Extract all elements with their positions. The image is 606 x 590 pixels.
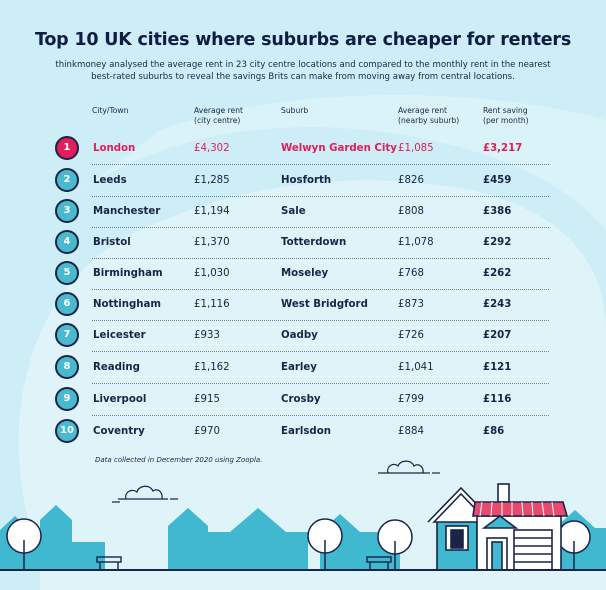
tree-icon: [307, 518, 343, 570]
row-divider: [92, 258, 549, 259]
suburb-rent: £768: [398, 268, 424, 279]
rank-badge: 6: [55, 292, 79, 316]
row-divider: [92, 320, 549, 321]
suburb-name: Earley: [281, 362, 317, 373]
city-rent: £970: [194, 426, 220, 437]
suburb-name: Welwyn Garden City: [281, 143, 397, 154]
suburb-name: Crosby: [281, 394, 321, 405]
table-row: 8 Reading £1,162 Earley £1,041 £121: [0, 355, 606, 381]
table-row: 7 Leicester £933 Oadby £726 £207: [0, 323, 606, 349]
suburb-illustration: [0, 460, 606, 571]
footnote: Data collected in December 2020 using Zo…: [95, 456, 263, 464]
city-rent: £933: [194, 330, 220, 341]
table-row: 6 Nottingham £1,116 West Bridgford £873 …: [0, 292, 606, 318]
subtitle: thinkmoney analysed the average rent in …: [55, 60, 551, 82]
header-suburb-rent: Average rent (nearby suburb): [398, 106, 460, 125]
table-row: 2 Leeds £1,285 Hosforth £826 £459: [0, 168, 606, 194]
header-city-rent: Average rent (city centre): [194, 106, 244, 125]
rank-badge: 7: [55, 323, 79, 347]
row-divider: [92, 415, 549, 416]
rent-saving: £243: [483, 299, 512, 310]
suburb-rent: £1,078: [398, 237, 434, 248]
rent-saving: £121: [483, 362, 512, 373]
rank-badge: 8: [55, 355, 79, 379]
city-rent: £1,116: [194, 299, 230, 310]
city-rent: £4,302: [194, 143, 230, 154]
building-silhouette: [168, 508, 308, 570]
city-name: Manchester: [93, 206, 161, 217]
rent-saving: £459: [483, 175, 512, 186]
row-divider: [92, 164, 549, 165]
row-divider: [92, 383, 549, 384]
suburb-rent: £808: [398, 206, 424, 217]
suburb-name: West Bridgford: [281, 299, 368, 310]
city-name: London: [93, 143, 136, 154]
suburb-rent: £799: [398, 394, 424, 405]
suburb-name: Earlsdon: [281, 426, 331, 437]
rank-badge: 1: [55, 136, 79, 160]
rank-badge: 4: [55, 230, 79, 254]
page-title: Top 10 UK cities where suburbs are cheap…: [34, 30, 572, 50]
suburb-rent: £726: [398, 330, 424, 341]
rank-badge: 10: [55, 419, 79, 443]
suburb-name: Hosforth: [281, 175, 332, 186]
city-rent: £1,370: [194, 237, 230, 248]
rank-badge: 3: [55, 199, 79, 223]
city-rent: £915: [194, 394, 220, 405]
city-name: Liverpool: [93, 394, 147, 405]
city-name: Bristol: [93, 237, 131, 248]
suburb-rent: £826: [398, 175, 424, 186]
cloud-icon: [378, 460, 440, 474]
table-row: 9 Liverpool £915 Crosby £799 £116: [0, 387, 606, 413]
row-divider: [92, 196, 549, 197]
rent-saving: £86: [483, 426, 505, 437]
rank-badge: 9: [55, 387, 79, 411]
row-divider: [92, 227, 549, 228]
city-name: Birmingham: [93, 268, 163, 279]
city-name: Reading: [93, 362, 140, 373]
rent-saving: £262: [483, 268, 512, 279]
city-name: Leicester: [93, 330, 146, 341]
suburb-rent: £873: [398, 299, 424, 310]
rent-saving: £3,217: [483, 143, 523, 154]
rank-badge: 5: [55, 261, 79, 285]
rent-saving: £292: [483, 237, 512, 248]
table-row: 10 Coventry £970 Earlsdon £884 £86: [0, 419, 606, 445]
rent-saving: £386: [483, 206, 512, 217]
rank-badge: 2: [55, 168, 79, 192]
suburb-name: Totterdown: [281, 237, 347, 248]
city-name: Coventry: [93, 426, 145, 437]
cloud-icon: [112, 485, 178, 503]
city-rent: £1,285: [194, 175, 230, 186]
city-rent: £1,194: [194, 206, 230, 217]
table-row: 3 Manchester £1,194 Sale £808 £386: [0, 199, 606, 225]
row-divider: [92, 351, 549, 352]
header-suburb: Suburb: [281, 106, 309, 115]
bench-icon: [96, 556, 122, 570]
tree-icon: [557, 520, 591, 570]
rent-saving: £116: [483, 394, 512, 405]
city-name: Nottingham: [93, 299, 162, 310]
suburb-name: Oadby: [281, 330, 318, 341]
suburb-name: Sale: [281, 206, 306, 217]
table-row: 4 Bristol £1,370 Totterdown £1,078 £292: [0, 230, 606, 256]
city-name: Leeds: [93, 175, 127, 186]
suburb-rent: £1,085: [398, 143, 434, 154]
rent-saving: £207: [483, 330, 512, 341]
city-rent: £1,162: [194, 362, 230, 373]
table-row: 5 Birmingham £1,030 Moseley £768 £262: [0, 261, 606, 287]
tree-icon: [377, 519, 413, 570]
table-row: 1 London £4,302 Welwyn Garden City £1,08…: [0, 136, 606, 162]
suburb-rent: £884: [398, 426, 424, 437]
tree-icon: [6, 518, 42, 570]
header-city: City/Town: [92, 106, 129, 115]
house-icon: [427, 483, 569, 571]
city-rent: £1,030: [194, 268, 230, 279]
suburb-rent: £1,041: [398, 362, 434, 373]
suburb-name: Moseley: [281, 268, 329, 279]
bench-icon: [366, 556, 392, 570]
row-divider: [92, 289, 549, 290]
header-saving: Rent saving (per month): [483, 106, 529, 125]
